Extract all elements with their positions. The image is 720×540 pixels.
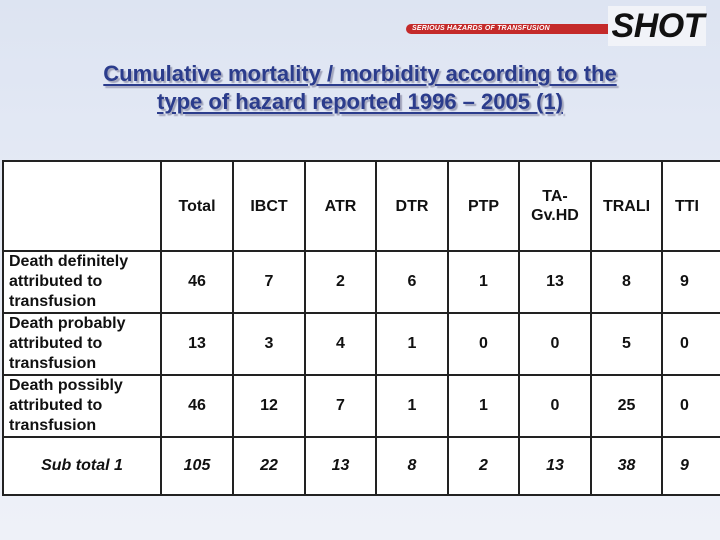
table-row: Death probably attributed to transfusion…: [2, 312, 720, 376]
table-cell: 3: [232, 312, 306, 376]
subtotal-cell: 13: [518, 436, 592, 496]
table-cell: 25: [590, 374, 663, 438]
logo-tagline: SERIOUS HAZARDS OF TRANSFUSION: [412, 25, 550, 32]
table-cell: 13: [518, 250, 592, 314]
table-cell: 8: [590, 250, 663, 314]
table-container: Total IBCT ATR DTR PTP TA- Gv.HD TRALI T…: [2, 160, 720, 496]
table-cell: 7: [232, 250, 306, 314]
title-line-2: type of hazard reported 1996 – 2005 (1): [157, 89, 563, 114]
table-cell: 1: [375, 374, 449, 438]
subtotal-cell: 22: [232, 436, 306, 496]
header-row: Total IBCT ATR DTR PTP TA- Gv.HD TRALI T…: [2, 160, 720, 252]
table-cell: 0: [518, 312, 592, 376]
subtotal-cell: 13: [304, 436, 377, 496]
subtotal-cell: 105: [160, 436, 234, 496]
table-cell: 6: [375, 250, 449, 314]
table-cell: 46: [160, 250, 234, 314]
table-cell: 2: [304, 250, 377, 314]
header-cell-tti: TTI: [661, 160, 720, 252]
table-cell: 7: [304, 374, 377, 438]
subtotal-cell: 38: [590, 436, 663, 496]
table-cell: 9: [661, 250, 720, 314]
logo-red-band: [406, 24, 706, 34]
header-cell-empty: [2, 160, 162, 252]
table-cell: 0: [661, 312, 720, 376]
table-cell: 0: [447, 312, 520, 376]
table-cell: 5: [590, 312, 663, 376]
table-cell: 12: [232, 374, 306, 438]
subtotal-cell: 9: [661, 436, 720, 496]
table-cell: 46: [160, 374, 234, 438]
header-cell-trali: TRALI: [590, 160, 663, 252]
subtotal-cell: 8: [375, 436, 449, 496]
table-cell: 1: [447, 250, 520, 314]
shot-logo: SERIOUS HAZARDS OF TRANSFUSION SHOT: [406, 6, 706, 46]
table-cell: 0: [518, 374, 592, 438]
table-row: Death possibly attributed to transfusion…: [2, 374, 720, 438]
header-cell-ibct: IBCT: [232, 160, 306, 252]
table-cell: 13: [160, 312, 234, 376]
header-cell-ptp: PTP: [447, 160, 520, 252]
logo-wordmark: SHOT: [607, 6, 706, 46]
row-label: Death possibly attributed to transfusion: [2, 374, 162, 438]
slide-title: Cumulative mortality / morbidity accordi…: [0, 60, 720, 116]
row-label: Death definitely attributed to transfusi…: [2, 250, 162, 314]
row-label: Death probably attributed to transfusion: [2, 312, 162, 376]
title-line-1: Cumulative mortality / morbidity accordi…: [103, 61, 617, 86]
header-cell-total: Total: [160, 160, 234, 252]
table-cell: 0: [661, 374, 720, 438]
header-cell-atr: ATR: [304, 160, 377, 252]
subtotal-cell: 2: [447, 436, 520, 496]
table-cell: 1: [447, 374, 520, 438]
table-row: Death definitely attributed to transfusi…: [2, 250, 720, 314]
mortality-table: Total IBCT ATR DTR PTP TA- Gv.HD TRALI T…: [2, 160, 720, 496]
subtotal-label: Sub total 1: [2, 436, 162, 496]
header-cell-ta-gvhd: TA- Gv.HD: [518, 160, 592, 252]
table-cell: 1: [375, 312, 449, 376]
subtotal-row: Sub total 1 105 22 13 8 2 13 38 9: [2, 436, 720, 496]
table-cell: 4: [304, 312, 377, 376]
header-cell-dtr: DTR: [375, 160, 449, 252]
